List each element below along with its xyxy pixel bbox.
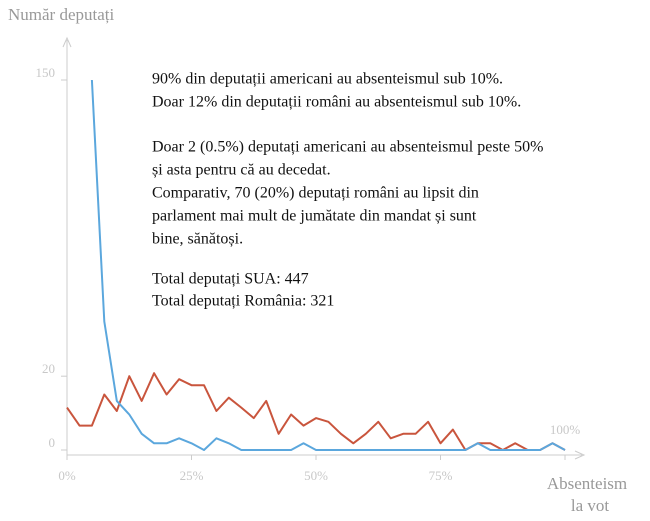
x-axis-title: Absenteism xyxy=(547,474,627,493)
x-axis-title: la vot xyxy=(571,496,610,515)
x-tick-label: 75% xyxy=(429,468,453,483)
annotation: parlament mai mult de jumătate din manda… xyxy=(152,208,477,225)
x-tick-label: 0% xyxy=(58,468,76,483)
x-tick-label: 25% xyxy=(180,468,204,483)
y-axis-arrow xyxy=(62,36,72,48)
y-axis-title: Număr deputați xyxy=(8,5,114,24)
annotation: 90% din deputații americani au absenteis… xyxy=(152,71,503,88)
x-tick-label: 50% xyxy=(304,468,328,483)
line-series xyxy=(90,79,566,451)
x-axis-arrow xyxy=(574,450,586,460)
annotation: bine, sănătoși. xyxy=(152,231,243,248)
annotation: Total deputați SUA: 447 xyxy=(152,271,309,288)
y-tick-label: 0 xyxy=(49,435,56,450)
annotation: Doar 12% din deputații români au absente… xyxy=(152,94,521,111)
line-series xyxy=(66,372,566,451)
annotation: Doar 2 (0.5%) deputați americani au abse… xyxy=(152,139,543,156)
annotation: Comparativ, 70 (20%) deputați români au … xyxy=(152,185,479,202)
annotation: Total deputați România: 321 xyxy=(152,293,334,310)
x-tick-label: 100% xyxy=(550,422,581,437)
annotation: și asta pentru că au decedat. xyxy=(152,162,331,179)
y-tick-label: 20 xyxy=(42,361,55,376)
y-tick-label: 150 xyxy=(36,65,56,80)
